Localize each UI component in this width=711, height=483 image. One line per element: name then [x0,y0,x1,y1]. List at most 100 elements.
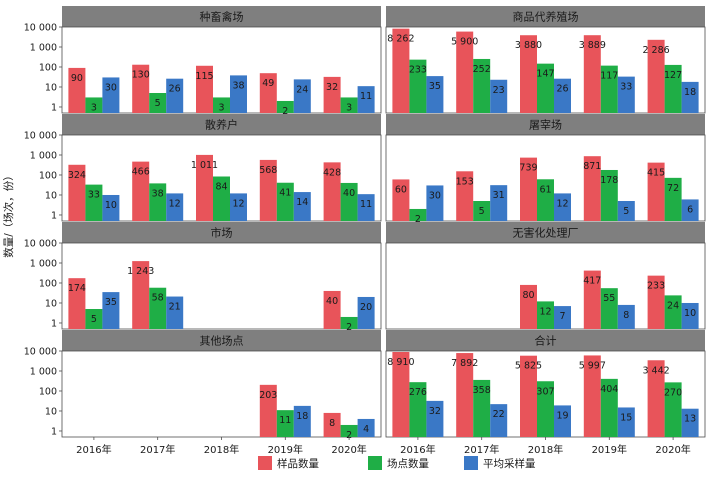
data-label: 8 262 [387,34,414,45]
legend-item: 平均采样量 [464,456,536,470]
data-label: 147 [536,69,554,80]
data-label: 61 [539,184,551,195]
bar-样品数量-2017年 [132,161,150,221]
bar-样品数量-2016年 [392,28,410,114]
bar-平均采样量-2018年 [554,306,571,329]
data-label: 3 [218,102,224,113]
data-label: 11 [360,199,372,210]
legend-item: 样品数量 [258,456,319,470]
data-label: 24 [667,300,679,311]
y-tick-label: 10 [45,190,57,201]
bar-样品数量-2017年 [132,261,150,329]
y-tick-label: 10 [45,298,57,309]
panel-header [386,114,705,135]
y-tick-label: 10 [45,406,57,417]
panel-5: 市场 1 10 100 1 000 10 000 174 5 35 1 243 58 21 40 2 20 [24,222,382,333]
panel-title: 种畜禽场 [200,10,244,24]
data-label: 30 [105,82,117,93]
data-label: 21 [169,302,181,313]
data-label: 80 [522,290,534,301]
y-tick-label: 100 [39,170,57,181]
bar-场点数量-2016年 [85,309,103,329]
bar-平均采样量-2016年 [102,292,120,329]
bar-场点数量-2018年 [537,381,554,437]
data-label: 58 [152,293,164,304]
bar-平均采样量-2016年 [426,185,444,221]
x-tick-label: 2019年 [592,443,627,456]
y-tick-label: 100 [39,386,57,397]
data-label: 26 [169,84,181,95]
legend-label: 场点数量 [387,457,429,470]
bar-平均采样量-2020年 [357,296,375,329]
data-label: 127 [664,70,682,81]
bar-样品数量-2019年 [583,156,601,221]
data-label: 3 [346,102,352,113]
data-label: 2 [346,322,352,333]
y-tick-label: 1 [51,102,57,113]
data-label: 19 [556,410,568,421]
data-label: 49 [262,78,274,89]
data-label: 466 [132,167,150,178]
data-label: 178 [600,175,618,186]
data-label: 358 [473,385,491,396]
panel-header [62,114,381,135]
bar-平均采样量-2019年 [617,76,635,113]
x-tick-label: 2017年 [140,443,175,456]
panel-header [386,222,705,243]
data-label: 3 880 [515,40,542,51]
bar-平均采样量-2016年 [426,76,444,113]
x-tick-label: 2016年 [400,443,435,456]
panel-title: 商品代养殖场 [513,10,579,24]
legend-swatch [464,456,478,470]
data-label: 14 [296,197,308,208]
panel-title: 屠宰场 [529,118,562,132]
data-label: 8 910 [387,357,414,368]
data-label: 30 [429,190,441,201]
bar-样品数量-2020年 [323,290,341,329]
bar-样品数量-2016年 [392,179,410,221]
data-label: 84 [215,182,227,193]
bar-平均采样量-2017年 [166,78,184,113]
data-label: 404 [600,384,618,395]
panel-title: 散养户 [205,118,238,132]
bar-场点数量-2016年 [85,97,103,113]
bar-平均采样量-2018年 [230,75,247,113]
bar-样品数量-2018年 [520,284,537,329]
data-label: 31 [493,190,505,201]
data-label: 1 243 [127,266,154,277]
data-label: 8 [329,418,335,429]
data-label: 38 [152,188,164,199]
data-label: 26 [556,84,568,95]
data-label: 5 [91,314,97,325]
data-label: 35 [429,81,441,92]
data-label: 18 [296,411,308,422]
panel-title: 市场 [211,226,233,240]
data-label: 20 [360,302,372,313]
x-axis: 2016年 2017年 2018年 2019年 2020年 2016年 2017年 2018年… [76,443,691,456]
y-tick-label: 10 000 [24,347,57,358]
bar-场点数量-2016年 [409,208,427,221]
data-label: 252 [473,64,491,75]
bar-平均采样量-2019年 [293,192,311,221]
bar-场点数量-2017年 [473,58,491,113]
data-label: 2 286 [642,45,669,56]
bar-平均采样量-2020年 [357,86,375,113]
bar-平均采样量-2019年 [617,407,635,437]
panel-header [386,330,705,351]
bar-样品数量-2016年 [68,67,86,113]
data-label: 90 [71,73,83,84]
bar-平均采样量-2016年 [102,194,120,221]
x-tick-label: 2020年 [331,443,366,456]
bar-场点数量-2019年 [600,169,618,221]
bar-场点数量-2020年 [664,64,682,113]
legend-label: 平均采样量 [483,457,536,470]
bar-样品数量-2020年 [647,360,665,437]
y-tick-label: 1 [51,210,57,221]
bar-平均采样量-2020年 [357,418,375,437]
bar-样品数量-2018年 [520,355,537,437]
bar-样品数量-2019年 [259,159,277,221]
x-tick-label: 2019年 [268,443,303,456]
bar-样品数量-2017年 [456,31,474,113]
